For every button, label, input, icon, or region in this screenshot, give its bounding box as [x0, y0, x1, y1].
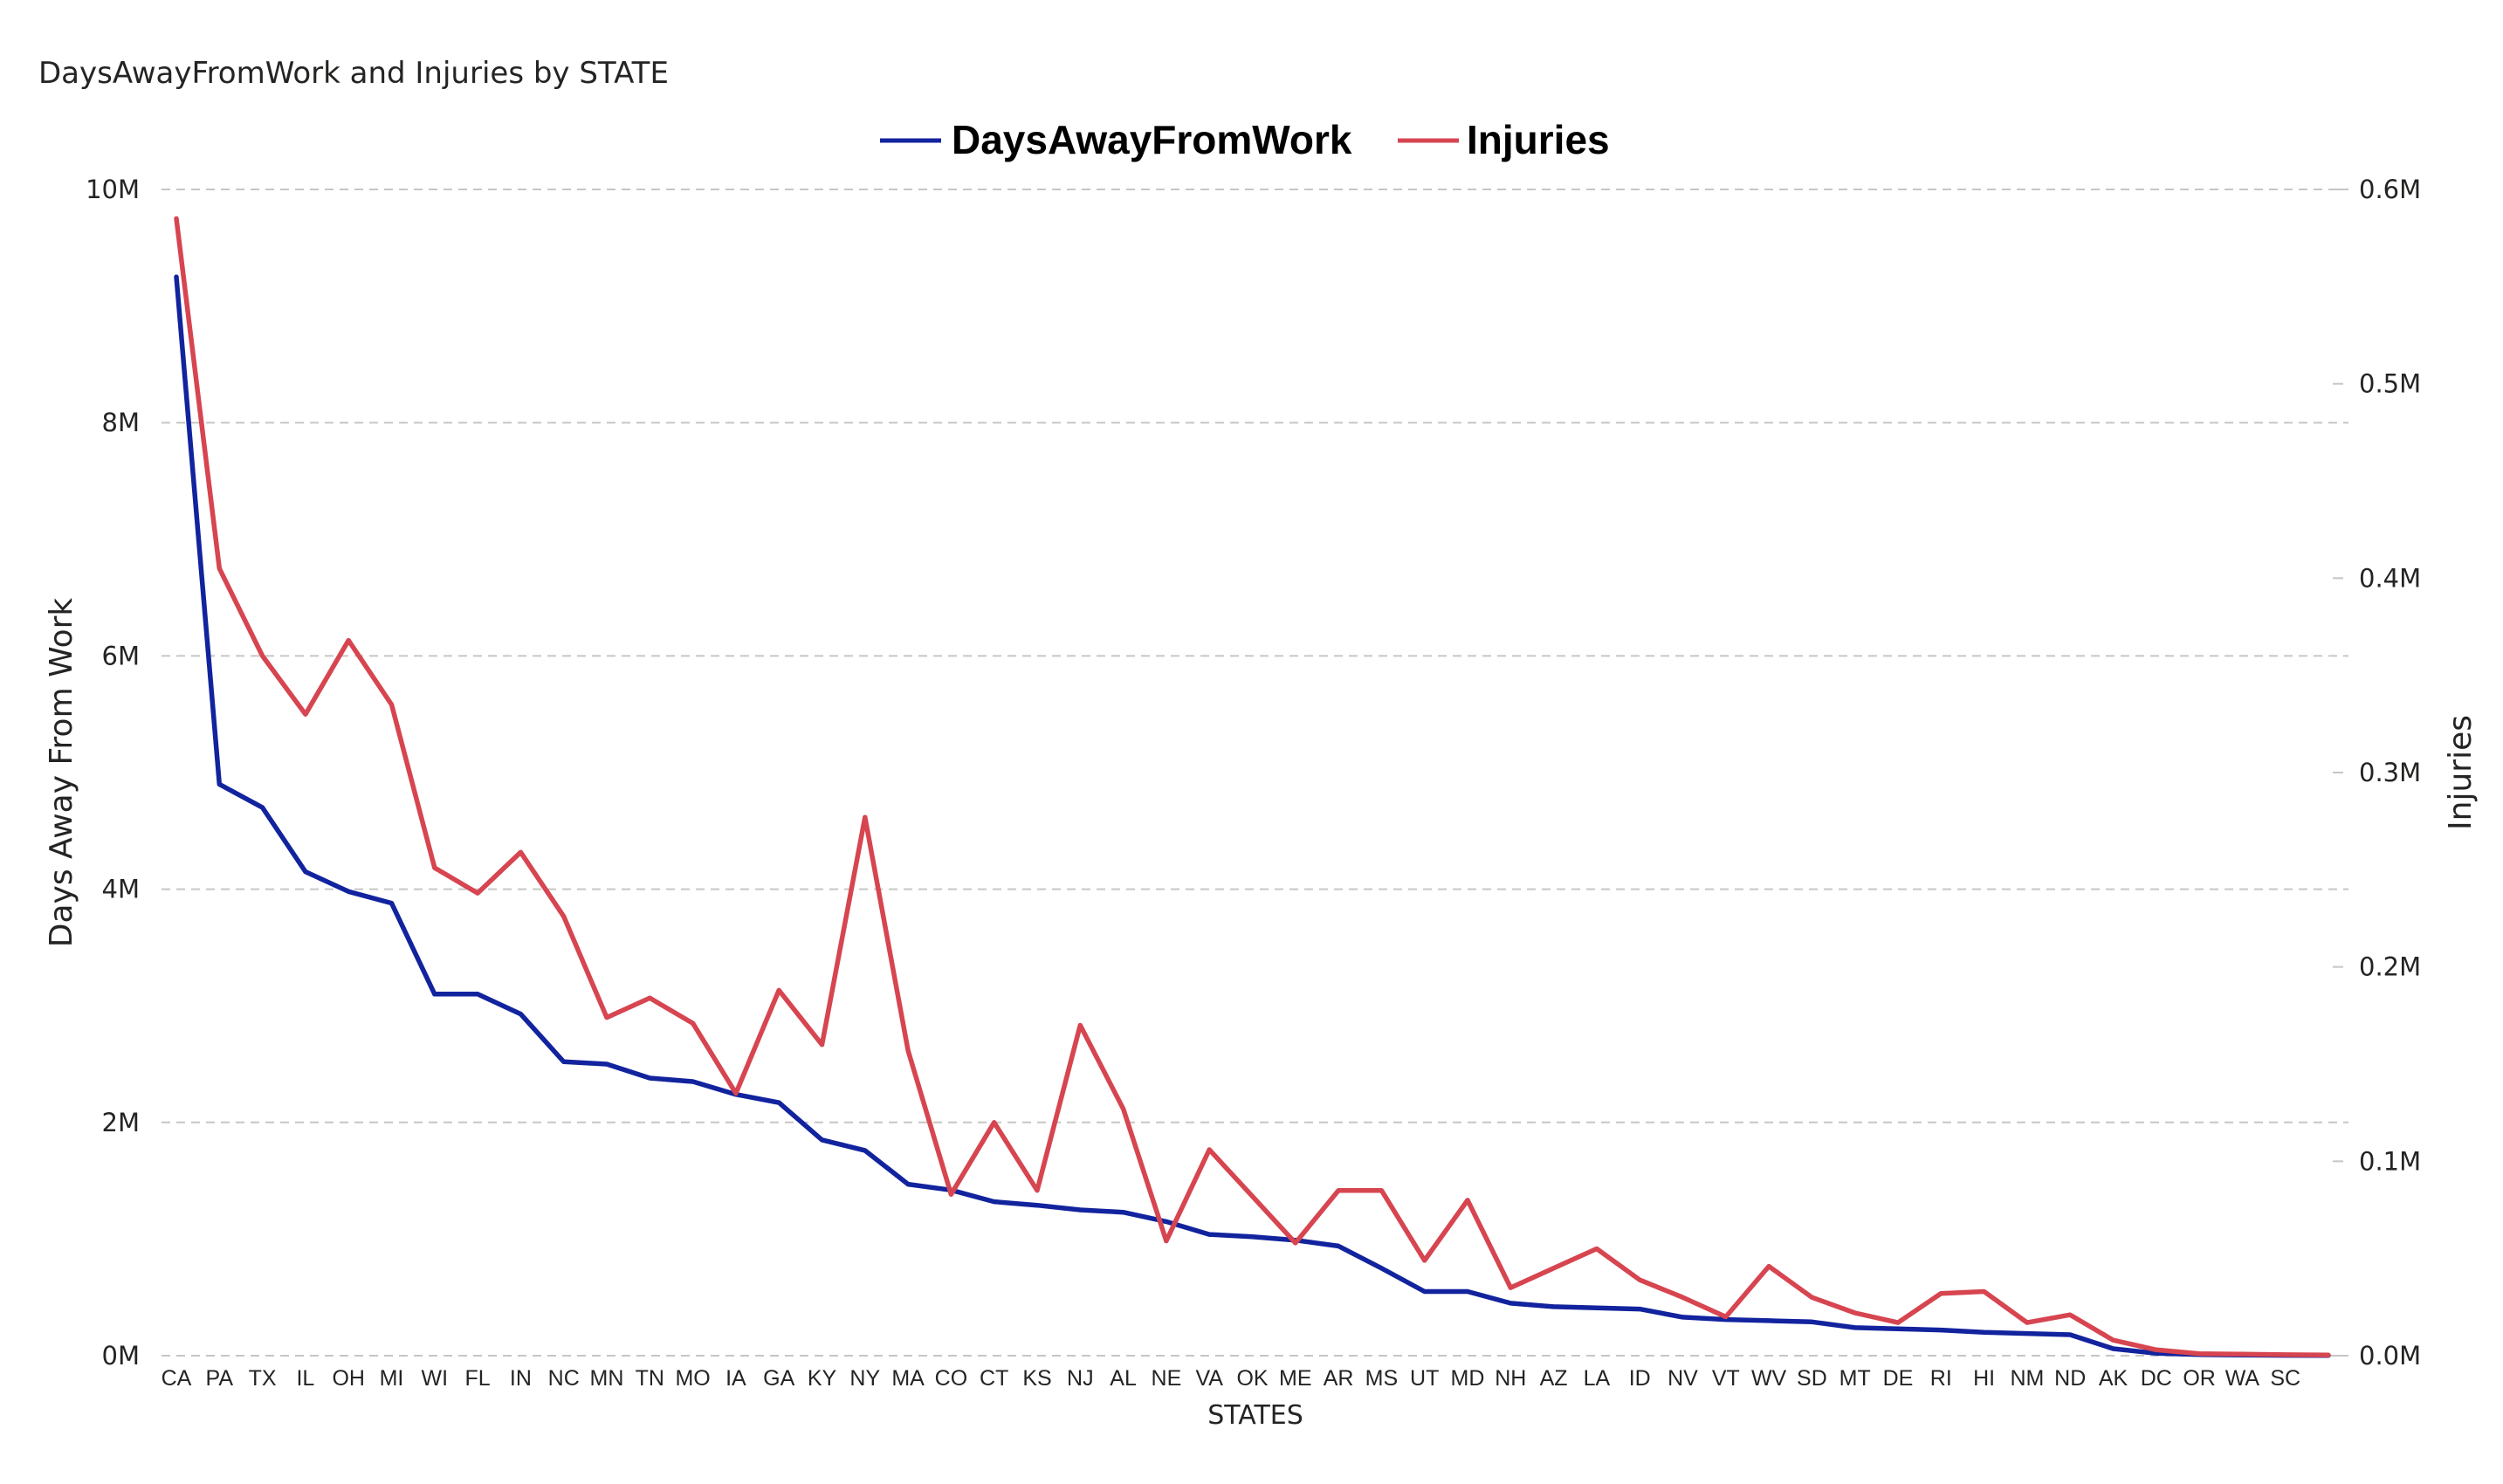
y2-tick-label: 0.5M [2359, 369, 2421, 399]
x-tick-label: WV [1751, 1366, 1787, 1391]
x-tick-label: IN [510, 1366, 532, 1391]
x-tick-label: WA [2225, 1366, 2260, 1391]
x-tick-label: ND [2054, 1366, 2086, 1391]
x-tick-label: GA [763, 1366, 794, 1391]
x-tick-label: VA [1195, 1366, 1223, 1391]
x-tick-label: NJ [1067, 1366, 1094, 1391]
x-tick-label: PA [206, 1366, 234, 1391]
y2-tick-label: 0.3M [2359, 758, 2421, 787]
x-tick-label: AZ [1540, 1366, 1568, 1391]
x-tick-label: ID [1629, 1366, 1651, 1391]
x-tick-label: UT [1410, 1366, 1439, 1391]
x-tick-label: NC [548, 1366, 580, 1391]
y2-tick-label: 0.4M [2359, 563, 2421, 593]
x-tick-label: IA [725, 1366, 746, 1391]
x-tick-label: SC [2270, 1366, 2300, 1391]
series-line-injuries[interactable] [174, 216, 2331, 1358]
x-tick-label: DE [1883, 1366, 1914, 1391]
x-tick-label: OR [2183, 1366, 2216, 1391]
x-tick-label: KS [1022, 1366, 1051, 1391]
y-axis-left: 0M 2M 4M 6M 8M 10M [86, 175, 140, 1371]
legend-label-injuries: Injuries [1467, 117, 1610, 162]
x-tick-label: AR [1324, 1366, 1354, 1391]
y-tick-label: 2M [102, 1108, 140, 1137]
legend[interactable]: DaysAwayFromWork Injuries [880, 117, 1610, 162]
x-tick-label: OH [332, 1366, 365, 1391]
x-tick-label: NY [849, 1366, 880, 1391]
y-tick-label: 10M [86, 175, 140, 204]
x-tick-label: IL [296, 1366, 314, 1391]
x-axis-title: STATES [1207, 1400, 1303, 1431]
x-tick-label: MI [380, 1366, 404, 1391]
x-tick-label: SD [1797, 1366, 1827, 1391]
y-axis-title: Days Away From Work [44, 598, 79, 948]
y2-tick-label: 0.1M [2359, 1146, 2421, 1176]
x-tick-label: FL [465, 1366, 491, 1391]
x-tick-label: MA [891, 1366, 925, 1391]
x-tick-label: NE [1152, 1366, 1182, 1391]
legend-label-days-away: DaysAwayFromWork [952, 117, 1352, 162]
x-tick-label: CT [980, 1366, 1008, 1391]
x-tick-label: MT [1839, 1366, 1871, 1391]
y2-tick-label: 0.2M [2359, 952, 2421, 982]
x-tick-label: RI [1930, 1366, 1952, 1391]
y2-tick-label: 0.0M [2359, 1341, 2421, 1371]
x-tick-label: VT [1712, 1366, 1740, 1391]
x-tick-label: NH [1495, 1366, 1526, 1391]
chart-title: DaysAwayFromWork and Injuries by STATE [38, 56, 669, 91]
x-tick-label: AK [2099, 1366, 2128, 1391]
x-tick-label: TN [636, 1366, 664, 1391]
x-tick-label: HI [1973, 1366, 1995, 1391]
y-tick-label: 0M [102, 1341, 140, 1371]
x-tick-label: LA [1584, 1366, 1611, 1391]
y-tick-label: 4M [102, 875, 140, 904]
y2-axis-title: Injuries [2443, 715, 2479, 830]
x-tick-label: CO [935, 1366, 968, 1391]
x-tick-label: ME [1279, 1366, 1312, 1391]
x-tick-label: AL [1110, 1366, 1137, 1391]
x-tick-label: OK [1236, 1366, 1268, 1391]
x-tick-label: DC [2141, 1366, 2172, 1391]
x-tick-label: CA [162, 1366, 192, 1391]
x-tick-label: MS [1365, 1366, 1399, 1391]
gridlines [162, 189, 2348, 1357]
y-tick-label: 6M [102, 641, 140, 670]
x-tick-label: TX [249, 1366, 277, 1391]
x-tick-label: NV [1668, 1366, 1698, 1391]
series-line-days-away[interactable] [174, 274, 2331, 1358]
series-layer [174, 216, 2331, 1358]
y-tick-label: 8M [102, 408, 140, 437]
x-tick-label: KY [808, 1366, 837, 1391]
x-tick-label: WI [422, 1366, 449, 1391]
x-tick-label: MO [675, 1366, 710, 1391]
y2-tick-label: 0.6M [2359, 175, 2421, 204]
x-axis: CA PA TX IL OH MI WI FL IN NC MN TN MO IA GA KY NY MA CO CT… [162, 1366, 2300, 1391]
x-tick-label: MN [590, 1366, 624, 1391]
x-tick-label: NM [2010, 1366, 2044, 1391]
y-axis-right: 0.0M 0.1M 0.2M 0.3M 0.4M 0.5M 0.6M [2359, 175, 2421, 1371]
x-tick-label: MD [1451, 1366, 1485, 1391]
